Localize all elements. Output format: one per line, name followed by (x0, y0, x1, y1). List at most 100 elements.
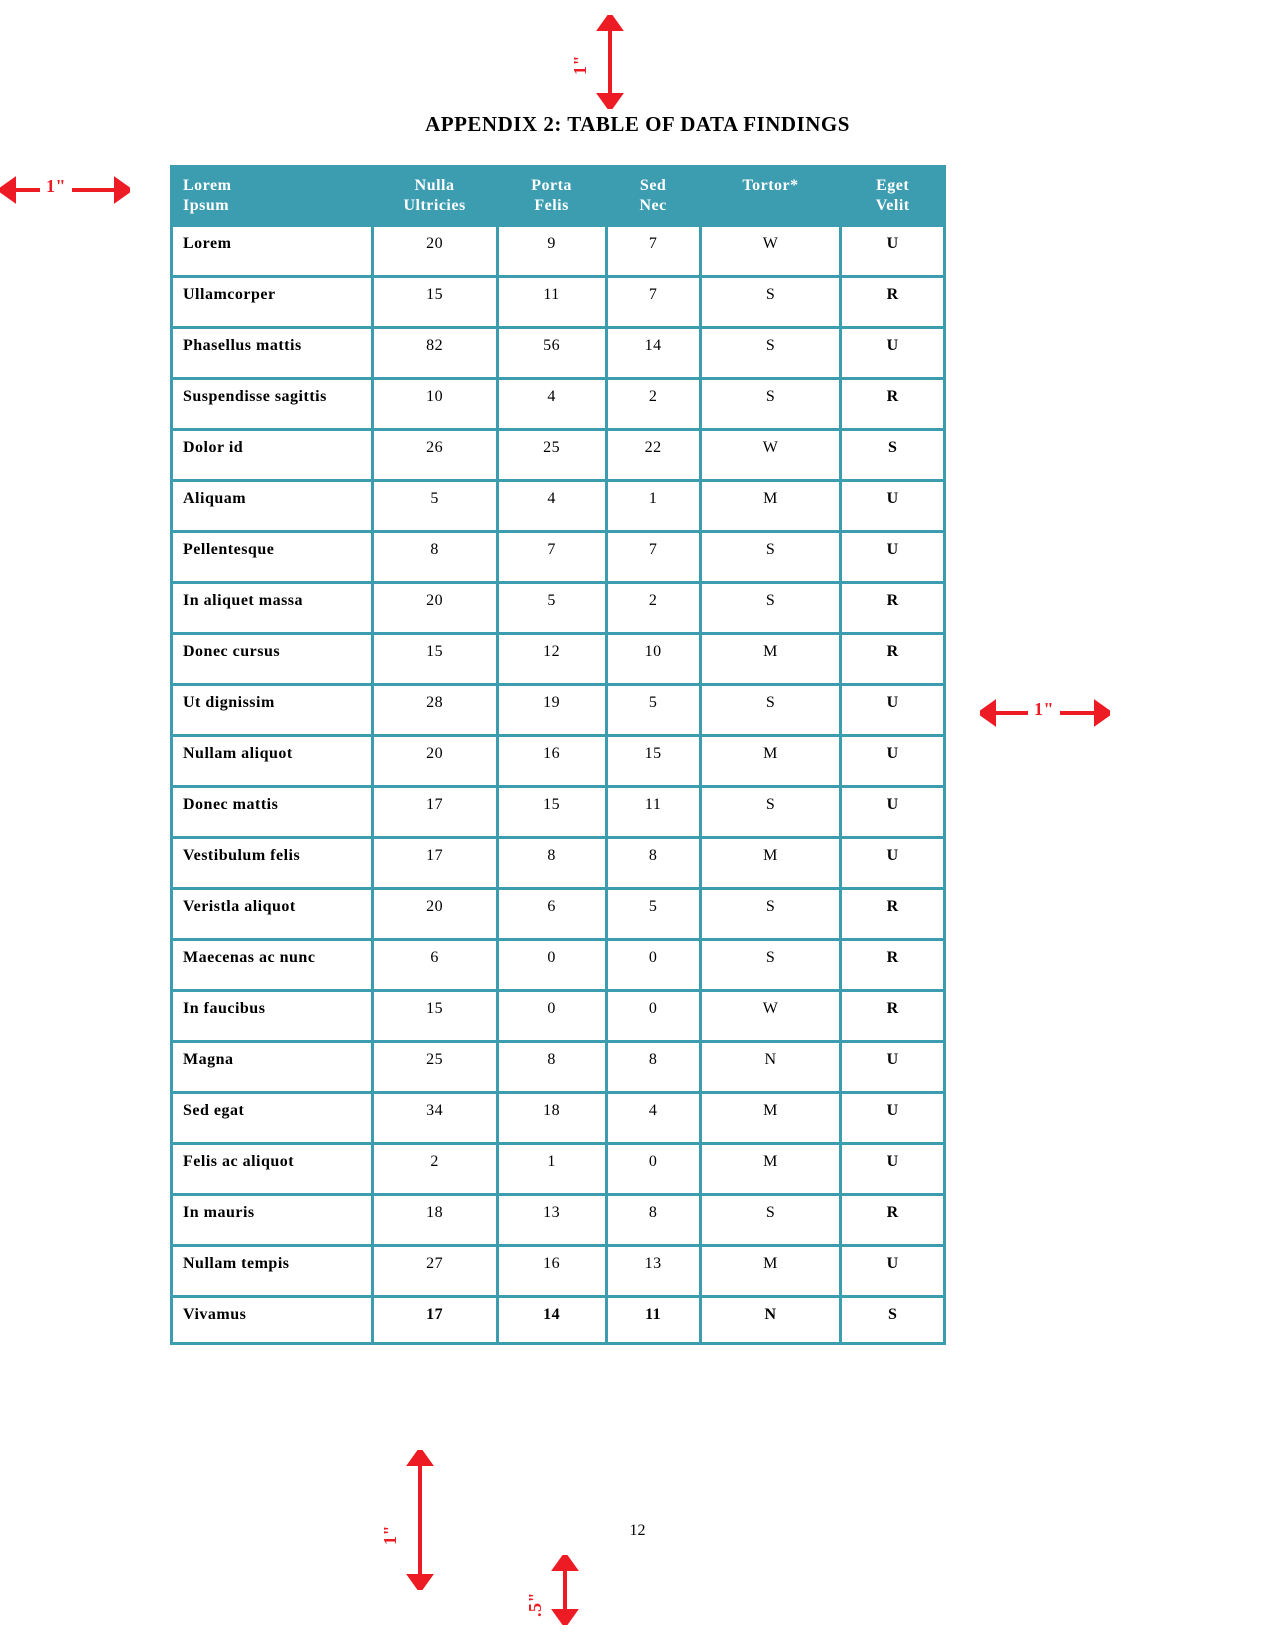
table-cell: U (841, 1042, 945, 1093)
table-cell: M (700, 481, 841, 532)
margin-right-annotation: 1" (980, 693, 1110, 738)
table-cell: Aliquam (172, 481, 373, 532)
table-row: Dolor id262522WS (172, 430, 945, 481)
table-cell: 15 (372, 634, 497, 685)
table-cell: S (700, 889, 841, 940)
table-cell: U (841, 1246, 945, 1297)
table-cell: 16 (497, 736, 606, 787)
table-cell: R (841, 583, 945, 634)
table-cell: M (700, 634, 841, 685)
table-cell: M (700, 736, 841, 787)
table-cell: In faucibus (172, 991, 373, 1042)
table-cell: 2 (606, 583, 700, 634)
table-cell: 19 (497, 685, 606, 736)
table-row: Donec cursus151210MR (172, 634, 945, 685)
margin-bottom-left-annotation: 1" (400, 1450, 440, 1595)
table-row: Suspendisse sagittis1042SR (172, 379, 945, 430)
table-cell: 7 (606, 277, 700, 328)
table-cell: 11 (497, 277, 606, 328)
table-cell: 7 (497, 532, 606, 583)
table-cell: 1 (497, 1144, 606, 1195)
table-cell: 16 (497, 1246, 606, 1297)
table-cell: Maecenas ac nunc (172, 940, 373, 991)
table-cell: S (700, 583, 841, 634)
table-row: Veristla aliquot2065SR (172, 889, 945, 940)
table-cell: 15 (606, 736, 700, 787)
table-cell: In aliquet massa (172, 583, 373, 634)
table-cell: S (700, 277, 841, 328)
table-cell: Suspendisse sagittis (172, 379, 373, 430)
margin-left-annotation: 1" (0, 170, 130, 215)
table-cell: Donec cursus (172, 634, 373, 685)
column-header: PortaFelis (497, 167, 606, 226)
table-cell: 1 (606, 481, 700, 532)
table-cell: U (841, 787, 945, 838)
column-header: SedNec (606, 167, 700, 226)
table-cell: Lorem (172, 226, 373, 277)
table-head: LoremIpsumNullaUltriciesPortaFelisSedNec… (172, 167, 945, 226)
table-cell: 0 (606, 1144, 700, 1195)
table-cell: 82 (372, 328, 497, 379)
table-cell: Nullam aliquot (172, 736, 373, 787)
table-cell: 4 (497, 379, 606, 430)
table-cell: R (841, 634, 945, 685)
table-cell: S (700, 328, 841, 379)
margin-right-label: 1" (1028, 699, 1060, 720)
table-cell: Pellentesque (172, 532, 373, 583)
table-cell: Ut dignissim (172, 685, 373, 736)
table-cell: 17 (372, 1297, 497, 1344)
table-cell: N (700, 1042, 841, 1093)
margin-bottom-left-label: 1" (380, 1525, 401, 1545)
table-cell: 15 (372, 991, 497, 1042)
table-cell: W (700, 430, 841, 481)
table-cell: S (700, 787, 841, 838)
column-header: EgetVelit (841, 167, 945, 226)
table-cell: 13 (606, 1246, 700, 1297)
table-cell: 22 (606, 430, 700, 481)
table-cell: 5 (606, 685, 700, 736)
table-cell: 0 (606, 940, 700, 991)
table-row: Nullam aliquot201615MU (172, 736, 945, 787)
table-cell: 8 (606, 838, 700, 889)
table-cell: U (841, 1144, 945, 1195)
table-row: Sed egat34184MU (172, 1093, 945, 1144)
table-cell: N (700, 1297, 841, 1344)
margin-left-label: 1" (40, 176, 72, 197)
table-cell: 20 (372, 583, 497, 634)
table-cell: 20 (372, 736, 497, 787)
table-cell: 11 (606, 1297, 700, 1344)
margin-bottom-center-annotation: .5" (545, 1555, 585, 1630)
table-row: Vivamus171411NS (172, 1297, 945, 1344)
table-cell: W (700, 991, 841, 1042)
table-cell: 8 (497, 838, 606, 889)
table-cell: U (841, 685, 945, 736)
table-cell: M (700, 838, 841, 889)
table-cell: M (700, 1246, 841, 1297)
table-row: Pellentesque877SU (172, 532, 945, 583)
column-header: NullaUltricies (372, 167, 497, 226)
table-cell: 14 (497, 1297, 606, 1344)
table-cell: 0 (497, 991, 606, 1042)
table-cell: 34 (372, 1093, 497, 1144)
table-header-row: LoremIpsumNullaUltriciesPortaFelisSedNec… (172, 167, 945, 226)
column-header: Tortor* (700, 167, 841, 226)
table-cell: 18 (372, 1195, 497, 1246)
table-cell: 10 (372, 379, 497, 430)
table-row: Ut dignissim28195SU (172, 685, 945, 736)
table-cell: S (700, 379, 841, 430)
table-cell: Nullam tempis (172, 1246, 373, 1297)
table-cell: 20 (372, 226, 497, 277)
table-cell: 56 (497, 328, 606, 379)
data-table: LoremIpsumNullaUltriciesPortaFelisSedNec… (170, 165, 946, 1345)
table-cell: Felis ac aliquot (172, 1144, 373, 1195)
table-cell: Veristla aliquot (172, 889, 373, 940)
page-title: APPENDIX 2: TABLE OF DATA FINDINGS (0, 112, 1275, 137)
table-cell: 12 (497, 634, 606, 685)
table-cell: 2 (606, 379, 700, 430)
double-arrow-vertical-icon (545, 1555, 585, 1625)
table-cell: 25 (497, 430, 606, 481)
table-row: In aliquet massa2052SR (172, 583, 945, 634)
table-cell: Donec mattis (172, 787, 373, 838)
table-cell: U (841, 532, 945, 583)
table-cell: S (841, 430, 945, 481)
